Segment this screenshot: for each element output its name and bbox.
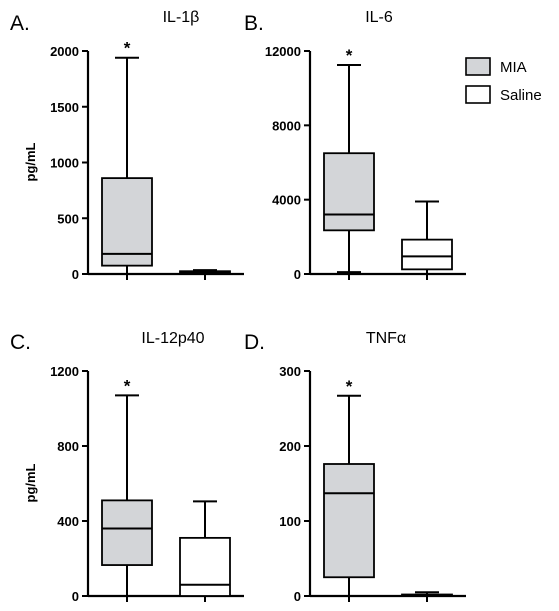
y-tick-label: 100 — [279, 514, 301, 529]
panel-4: D. TNFα 0 100 200 300 * — [244, 330, 466, 604]
iqr-box — [101, 499, 153, 566]
legend-swatch-mia — [465, 57, 491, 76]
y-tick-label: 500 — [57, 211, 79, 226]
panel-3: C. IL-12p40 pg/mL 0 400 800 1200 * — [10, 330, 244, 604]
y-tick-label: 8000 — [272, 118, 301, 133]
box-mia — [323, 63, 375, 274]
y-tick-label: 12000 — [265, 44, 301, 59]
box-mia — [101, 394, 153, 597]
box-saline — [179, 269, 231, 275]
y-tick-label: 800 — [57, 439, 79, 454]
y-tick-label: 4000 — [272, 193, 301, 208]
panel-title: TNFα — [366, 330, 406, 347]
panel-letter: C. — [10, 331, 31, 354]
box-saline — [401, 200, 453, 275]
iqr-box — [323, 463, 375, 579]
panel-1: A. IL-1β pg/mL 0 500 1000 1500 2000 * — [10, 9, 244, 282]
significance-star: * — [124, 39, 131, 58]
panel-2: B. IL-6 0 4000 8000 12000 * — [244, 9, 466, 282]
y-tick-label: 1200 — [50, 364, 79, 379]
iqr-box — [401, 238, 453, 271]
y-tick-label: 400 — [57, 514, 79, 529]
iqr-box — [323, 152, 375, 232]
legend-label-saline: Saline — [500, 87, 542, 104]
box-mia — [101, 56, 153, 275]
panel-letter: D. — [244, 331, 265, 354]
y-tick-label: 0 — [72, 267, 79, 282]
y-tick-label: 200 — [279, 439, 301, 454]
panel-title: IL-12p40 — [141, 330, 204, 347]
panel-title: IL-1β — [163, 9, 200, 26]
y-tick-label: 0 — [294, 267, 301, 282]
iqr-box — [179, 536, 231, 597]
significance-star: * — [346, 377, 353, 396]
significance-star: * — [346, 46, 353, 65]
panel-letter: A. — [10, 12, 30, 35]
box-saline — [179, 500, 231, 597]
significance-star: * — [124, 376, 131, 395]
y-tick-label: 2000 — [50, 44, 79, 59]
panel-title: IL-6 — [365, 9, 393, 26]
y-tick-label: 1000 — [50, 156, 79, 171]
legend-swatch-saline — [465, 85, 491, 104]
box-mia — [323, 394, 375, 597]
panel-letter: B. — [244, 12, 264, 35]
legend-label-mia: MIA — [500, 59, 527, 76]
iqr-box — [101, 177, 153, 267]
y-tick-label: 0 — [72, 589, 79, 604]
y-axis-label: pg/mL — [23, 142, 38, 181]
legend: MIA Saline — [465, 57, 542, 104]
y-axis-label: pg/mL — [23, 463, 38, 502]
y-tick-label: 0 — [294, 589, 301, 604]
box-saline — [401, 591, 453, 597]
y-tick-label: 1500 — [50, 100, 79, 115]
y-tick-label: 300 — [279, 364, 301, 379]
